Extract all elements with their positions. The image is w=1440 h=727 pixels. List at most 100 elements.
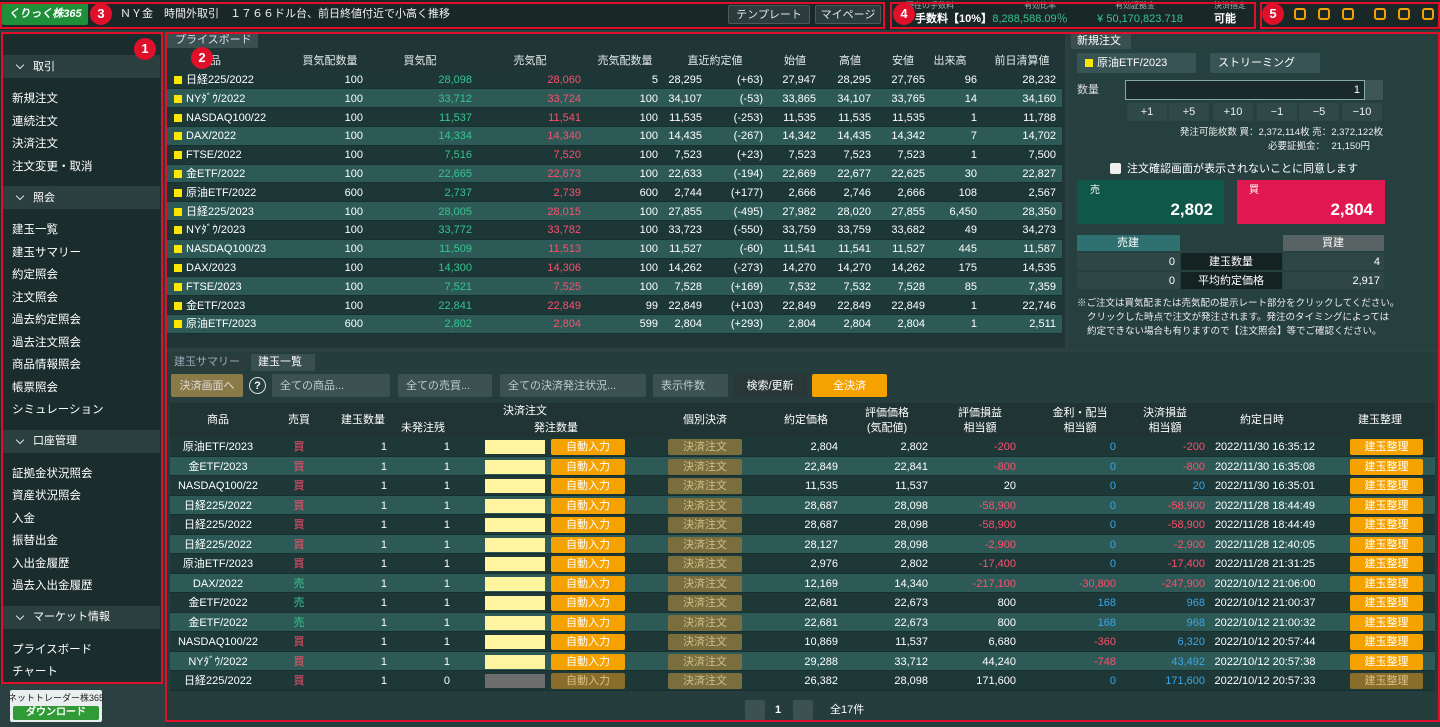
price-row <box>167 239 1062 259</box>
organize-button[interactable] <box>1350 517 1423 533</box>
organize-button[interactable] <box>1350 653 1423 670</box>
qty-field[interactable] <box>485 576 545 591</box>
organize-button[interactable] <box>1350 556 1423 572</box>
summary-cell <box>1283 272 1384 289</box>
header-button[interactable] <box>728 5 810 24</box>
qty-field[interactable] <box>485 557 545 571</box>
step-button[interactable] <box>1257 103 1297 121</box>
step-button[interactable] <box>1213 103 1253 121</box>
settle-button[interactable] <box>668 517 742 533</box>
qty-input[interactable] <box>1125 80 1365 100</box>
qty-field[interactable] <box>485 479 545 493</box>
auto-button[interactable] <box>551 634 625 650</box>
settle-button[interactable] <box>668 595 742 611</box>
filter-select[interactable] <box>272 374 390 397</box>
buy-button[interactable] <box>1237 180 1385 224</box>
section-header[interactable] <box>2 55 160 78</box>
settle-button[interactable] <box>668 575 742 592</box>
settle-button[interactable] <box>668 497 742 514</box>
organize-button[interactable] <box>1350 595 1423 611</box>
price-row <box>167 277 1062 297</box>
annotation-marker <box>90 3 112 25</box>
organize-button[interactable] <box>1350 673 1423 689</box>
settle-button[interactable] <box>668 653 742 670</box>
auto-button[interactable] <box>551 673 625 689</box>
tab[interactable] <box>168 354 245 371</box>
sell-header <box>1077 235 1180 251</box>
organize-button[interactable] <box>1350 634 1423 650</box>
price-row <box>167 89 1062 109</box>
agree-checkbox[interactable] <box>1110 163 1121 174</box>
auto-button[interactable] <box>551 595 625 611</box>
organize-button[interactable] <box>1350 614 1423 631</box>
to-settle-button[interactable] <box>171 374 243 397</box>
settle-button[interactable] <box>668 634 742 650</box>
auto-button[interactable] <box>551 575 625 592</box>
auto-button[interactable] <box>551 458 625 475</box>
price-row <box>167 221 1062 240</box>
settle-button[interactable] <box>668 458 742 475</box>
settle-button[interactable] <box>668 439 742 455</box>
qty-field[interactable] <box>485 518 545 532</box>
settle-button[interactable] <box>668 536 742 553</box>
organize-button[interactable] <box>1350 497 1423 514</box>
qty-field[interactable] <box>485 654 545 669</box>
tab <box>167 32 258 48</box>
mode-select[interactable] <box>1210 53 1320 73</box>
section-header[interactable] <box>2 186 160 209</box>
auto-button[interactable] <box>551 653 625 670</box>
auto-button[interactable] <box>551 536 625 553</box>
tab[interactable] <box>251 354 315 371</box>
prev-page[interactable] <box>745 700 765 720</box>
section-header[interactable] <box>2 429 160 453</box>
settle-button[interactable] <box>668 478 742 494</box>
qty-field[interactable] <box>485 674 545 688</box>
qty-field[interactable] <box>485 440 545 454</box>
header-icon <box>1374 8 1386 20</box>
next-page[interactable] <box>793 700 813 720</box>
auto-button[interactable] <box>551 614 625 631</box>
step-button[interactable] <box>1299 103 1339 121</box>
positions-header <box>170 403 1435 437</box>
product-icon <box>174 188 182 197</box>
annotation-frame <box>1260 2 1440 29</box>
settle-button[interactable] <box>668 673 742 689</box>
auto-button[interactable] <box>551 517 625 533</box>
download-button <box>13 706 99 720</box>
organize-button[interactable] <box>1350 458 1423 475</box>
section-header[interactable] <box>2 605 160 629</box>
filter-select[interactable] <box>398 374 492 397</box>
qty-field[interactable] <box>485 615 545 630</box>
step-button[interactable] <box>1342 103 1382 121</box>
price-row <box>167 258 1062 278</box>
organize-button[interactable] <box>1350 575 1423 592</box>
settle-button[interactable] <box>668 614 742 631</box>
organize-button[interactable] <box>1350 439 1423 455</box>
qty-field[interactable] <box>485 596 545 610</box>
qty-clear[interactable] <box>1365 80 1383 100</box>
qty-field[interactable] <box>485 459 545 474</box>
organize-button[interactable] <box>1350 478 1423 494</box>
qty-field[interactable] <box>485 635 545 649</box>
qty-field[interactable] <box>485 498 545 513</box>
header-button[interactable] <box>815 5 881 24</box>
product-select[interactable] <box>1077 53 1196 73</box>
summary-label-cell <box>1181 272 1282 289</box>
tab <box>1071 33 1131 49</box>
filter-select[interactable] <box>653 374 728 397</box>
price-row <box>167 202 1062 221</box>
settle-all-button[interactable] <box>812 374 887 397</box>
search-button[interactable] <box>733 374 807 397</box>
settle-button[interactable] <box>668 556 742 572</box>
auto-button[interactable] <box>551 439 625 455</box>
organize-button[interactable] <box>1350 536 1423 553</box>
auto-button[interactable] <box>551 556 625 572</box>
step-button[interactable] <box>1127 103 1167 121</box>
step-button[interactable] <box>1169 103 1209 121</box>
auto-button[interactable] <box>551 497 625 514</box>
sell-button[interactable] <box>1077 180 1224 224</box>
qty-field[interactable] <box>485 537 545 552</box>
filter-select[interactable] <box>500 374 646 397</box>
auto-button[interactable] <box>551 478 625 494</box>
header-bar <box>0 0 1440 30</box>
